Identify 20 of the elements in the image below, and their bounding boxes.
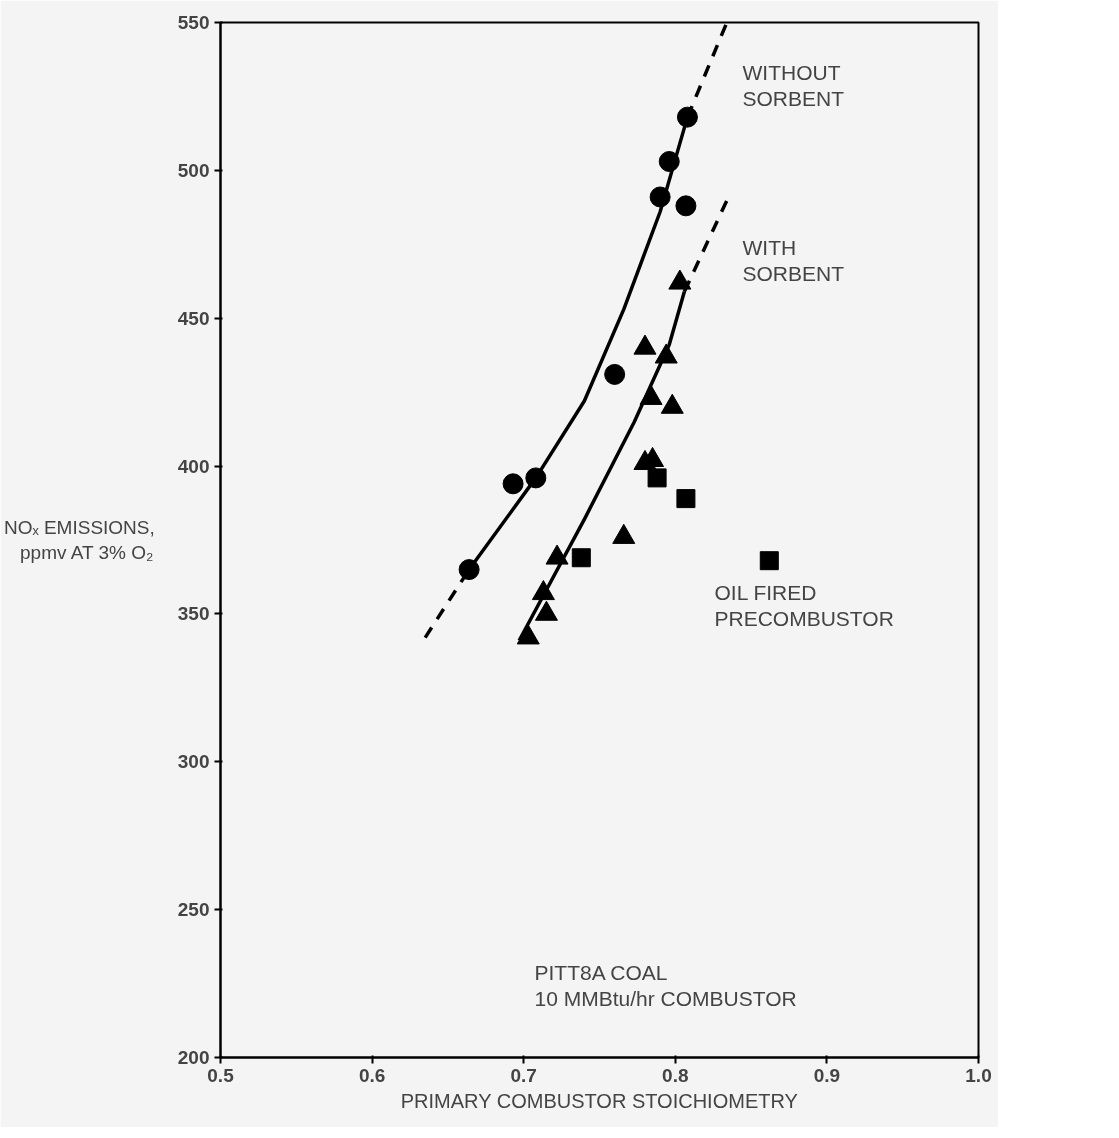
y-tick-label: 400	[177, 455, 210, 477]
y-tick-label: 450	[177, 307, 210, 329]
y-tick-label: 500	[177, 159, 210, 181]
x-axis-title: PRIMARY COMBUSTOR STOICHIOMETRY	[400, 1089, 798, 1112]
x-tick-label: 0.8	[662, 1064, 689, 1086]
y-tick-label: 250	[177, 899, 210, 921]
y-axis-title: NOₓ EMISSIONS, ppmv AT 3% O₂	[3, 516, 155, 564]
annotation: WITHOUT SORBENT	[742, 61, 845, 110]
x-tick-label: 1.0	[965, 1064, 992, 1086]
annotation: WITH SORBENT	[742, 236, 845, 285]
x-tick-label: 0.6	[358, 1064, 386, 1086]
annotation: OIL FIRED PRECOMBUSTOR	[714, 581, 894, 630]
y-tick-label: 200	[177, 1047, 210, 1068]
x-tick-label: 0.9	[813, 1064, 841, 1086]
y-tick-label: 300	[177, 751, 210, 773]
y-tick-label: 550	[177, 12, 210, 33]
annotation: PITT8A COAL 10 MMBtu/hr COMBUSTOR	[534, 961, 797, 1010]
x-tick-label: 0.7	[510, 1064, 537, 1086]
y-tick-label: 350	[177, 603, 210, 625]
x-tick-label: 0.5	[207, 1064, 235, 1086]
